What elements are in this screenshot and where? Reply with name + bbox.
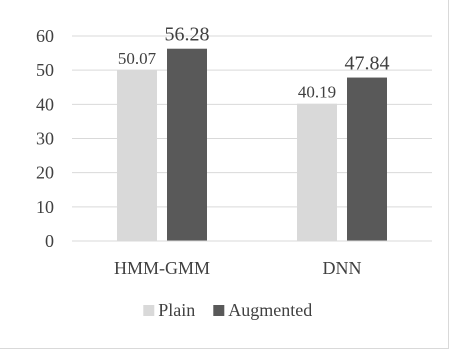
legend-label: Plain: [158, 300, 195, 320]
legend-item-plain: Plain: [143, 300, 195, 320]
y-tick-label: 0: [45, 231, 54, 251]
bar-plain-dnn: [297, 103, 337, 241]
x-tick-label: DNN: [323, 258, 362, 278]
y-tick-label: 50: [36, 60, 54, 80]
legend-item-augmented: Augmented: [213, 300, 312, 320]
data-label: 50.07: [118, 49, 157, 68]
data-label: 56.28: [165, 24, 210, 46]
y-tick-label: 40: [36, 94, 54, 114]
bar-plain-hmm-gmm: [117, 69, 157, 242]
legend-swatch: [213, 305, 225, 316]
data-label: 40.19: [298, 83, 336, 102]
y-tick-label: 20: [36, 163, 54, 183]
bar-augmented-dnn: [347, 77, 387, 242]
y-tick-label: 60: [36, 26, 54, 46]
legend-swatch: [143, 305, 155, 316]
bar-augmented-hmm-gmm: [167, 48, 207, 242]
legend-label: Augmented: [228, 300, 312, 320]
y-tick-label: 10: [36, 197, 54, 217]
x-tick-label: HMM-GMM: [114, 258, 210, 278]
y-tick-label: 30: [36, 129, 54, 149]
data-label: 47.84: [345, 53, 390, 75]
